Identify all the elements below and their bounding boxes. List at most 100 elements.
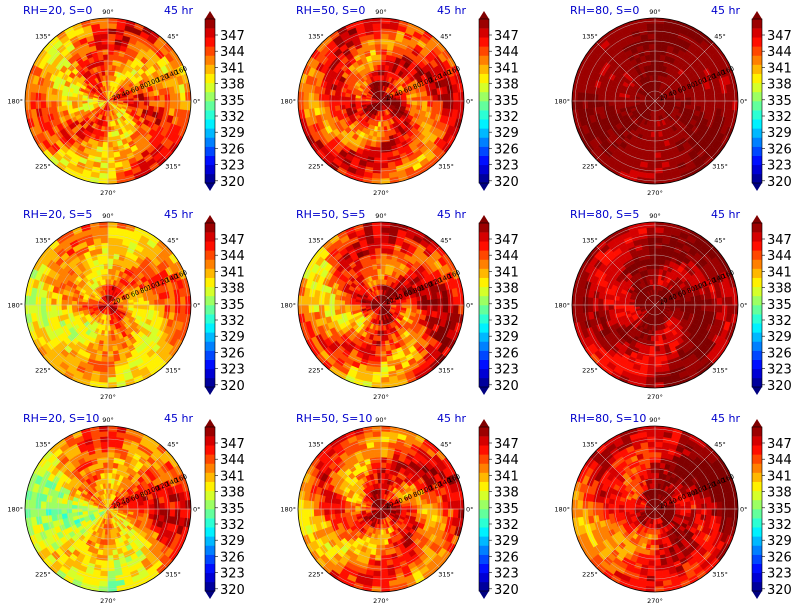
colorbar-segment xyxy=(752,101,762,111)
colorbar-segment xyxy=(479,454,489,464)
colorbar-tick-label: 338 xyxy=(220,78,245,93)
grid-spoke xyxy=(49,246,109,306)
colorbar-segment xyxy=(205,454,215,464)
colorbar-segment xyxy=(205,173,215,184)
colorbar-extend-max xyxy=(479,11,489,19)
grid-spoke xyxy=(654,450,714,510)
colorbar-segment xyxy=(752,427,762,437)
colorbar-tick-label: 338 xyxy=(494,282,519,297)
colorbar-segment xyxy=(479,445,489,455)
polar-frame xyxy=(297,17,465,185)
grid-spoke xyxy=(380,450,440,510)
colorbar-segment xyxy=(479,332,489,342)
colorbar-segment xyxy=(479,28,489,38)
grid-spoke xyxy=(49,304,109,364)
grid-spoke xyxy=(107,508,167,568)
colorbar-segment xyxy=(752,323,762,333)
colorbar-extend-max xyxy=(205,419,215,427)
panel-time-label: 45 hr xyxy=(164,208,193,221)
colorbar-segment xyxy=(752,368,762,379)
colorbar-tick-label: 347 xyxy=(220,437,245,452)
angle-tick-label: 0° xyxy=(466,302,473,310)
angle-tick-label: 45° xyxy=(167,236,179,244)
colorbar-segment xyxy=(479,101,489,111)
colorbar-tick-label: 335 xyxy=(220,94,245,109)
grid-spoke xyxy=(322,508,382,568)
colorbar-segment xyxy=(479,46,489,56)
colorbar-segment xyxy=(479,64,489,74)
radial-tick-label: 60 xyxy=(130,492,141,503)
field xyxy=(298,426,464,592)
angle-tick-label: 45° xyxy=(714,236,726,244)
angle-tick-label: 135° xyxy=(582,440,598,448)
colorbar-segment xyxy=(479,119,489,129)
colorbar-segment xyxy=(752,377,762,388)
panel-5: 0°45°90°135°180°225°270°315°204060801001… xyxy=(280,208,473,401)
panel-title: RH=50, S=10 xyxy=(296,412,372,425)
colorbar-segment xyxy=(205,368,215,379)
colorbar-extend-min xyxy=(479,387,489,395)
colorbar-segment xyxy=(205,155,215,166)
panel-time-label: 45 hr xyxy=(437,4,466,17)
colorbar-extend-min xyxy=(752,591,762,599)
panel-title: RH=50, S=0 xyxy=(296,4,365,17)
panel-time-label: 45 hr xyxy=(437,412,466,425)
colorbar-tick-label: 332 xyxy=(220,518,245,533)
panel-title: RH=50, S=5 xyxy=(296,208,365,221)
colorbar-segment xyxy=(752,55,762,65)
radial-tick-label: 80 xyxy=(412,81,423,92)
colorbar-tick-label: 329 xyxy=(494,126,519,141)
radial-tick-label: 40 xyxy=(667,88,678,99)
colorbar-tick-label: 326 xyxy=(767,142,792,157)
colorbar-tick-label: 344 xyxy=(220,453,245,468)
radial-tick-label: 40 xyxy=(120,496,131,507)
grid-spoke xyxy=(107,100,167,160)
angle-tick-label: 315° xyxy=(438,571,454,579)
grid-spoke xyxy=(322,42,382,102)
angle-tick-label: 45° xyxy=(714,440,726,448)
grid-spoke xyxy=(380,42,440,102)
colorbar-segment xyxy=(205,350,215,360)
colorbar-tick-label: 326 xyxy=(494,346,519,361)
colorbar-segment xyxy=(479,368,489,379)
polar-frame xyxy=(571,425,739,593)
colorbar-segment xyxy=(479,463,489,473)
colorbar-extend-max xyxy=(752,215,762,223)
colorbar-segment xyxy=(752,173,762,184)
colorbar-tick-label: 344 xyxy=(494,45,519,60)
polar-frame xyxy=(571,221,739,389)
colorbar-extend-max xyxy=(205,11,215,19)
colorbar-segment xyxy=(205,82,215,93)
colorbar-segment xyxy=(752,259,762,269)
grid-spoke xyxy=(596,304,656,364)
colorbar-tick-label: 341 xyxy=(767,61,792,76)
angle-tick-label: 135° xyxy=(308,236,324,244)
colorbar-tick-label: 332 xyxy=(767,314,792,329)
colorbar-tick-label: 344 xyxy=(767,249,792,264)
grid-spoke xyxy=(49,42,109,102)
radial-tick-label: 60 xyxy=(403,288,414,299)
radial-tick-label: 20 xyxy=(384,296,395,307)
colorbar-segment xyxy=(479,545,489,555)
radial-tick-label: 40 xyxy=(667,496,678,507)
colorbar-segment xyxy=(752,472,762,482)
colorbar-extend-min xyxy=(752,183,762,191)
polar-frame xyxy=(24,17,192,185)
panel-4: 0°45°90°135°180°225°270°315°204060801001… xyxy=(7,208,200,401)
colorbar-tick-label: 344 xyxy=(494,453,519,468)
grid-spoke xyxy=(654,246,714,306)
colorbar-segment xyxy=(205,64,215,74)
colorbar-segment xyxy=(752,454,762,464)
radial-tick-label: 40 xyxy=(667,292,678,303)
colorbar-segment xyxy=(205,472,215,482)
colorbar-segment xyxy=(752,295,762,306)
colorbar-tick-label: 335 xyxy=(767,94,792,109)
colorbar-tick-label: 344 xyxy=(767,453,792,468)
angle-tick-label: 135° xyxy=(35,32,51,40)
colorbar-tick-label: 332 xyxy=(220,110,245,125)
colorbar-segment xyxy=(752,110,762,120)
colorbar-extend-max xyxy=(752,11,762,19)
panel-title: RH=20, S=10 xyxy=(23,412,99,425)
